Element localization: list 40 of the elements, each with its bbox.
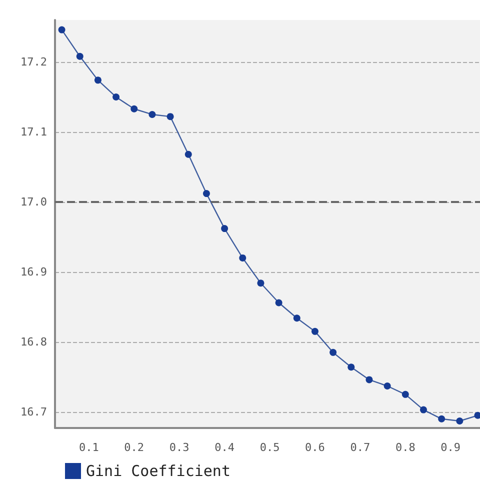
x-tick-label: 0.1 [78, 441, 99, 454]
point [456, 418, 464, 424]
x-tick-label: 0.6 [305, 441, 325, 454]
x-tick-label: 0.2 [124, 441, 144, 454]
x-tick-label: 0.4 [214, 441, 235, 454]
point [202, 190, 210, 198]
point [58, 26, 66, 34]
point [166, 113, 174, 120]
x-tick-label: 0.5 [260, 441, 280, 454]
point [420, 406, 427, 414]
point [348, 364, 355, 371]
point [438, 415, 446, 422]
point [330, 348, 337, 356]
point [275, 299, 282, 306]
point [94, 76, 102, 84]
point [384, 382, 391, 390]
point [311, 328, 318, 335]
y-tick-label: 16.8 [20, 335, 47, 348]
point [112, 93, 120, 100]
y-tick-label: 16.7 [20, 405, 47, 418]
y-tick-label: 16.9 [20, 265, 47, 278]
point [148, 110, 156, 118]
point [130, 105, 138, 112]
point [239, 254, 246, 262]
point [293, 314, 300, 322]
point [257, 280, 264, 287]
point [221, 225, 228, 232]
legend-label: Gini Coefficient [86, 462, 230, 480]
x-tick-label: 0.9 [440, 441, 461, 454]
point [402, 390, 409, 398]
point [474, 412, 480, 419]
point [184, 150, 192, 158]
x-tick-label: 0.8 [395, 441, 416, 454]
x-tick-label: 0.7 [350, 441, 370, 454]
y-tick-label: 17.2 [20, 55, 47, 68]
point [76, 52, 84, 60]
x-tick-label: 0.3 [169, 441, 190, 454]
y-tick-label: 17.0 [20, 195, 47, 208]
point [366, 376, 373, 384]
y-tick-label: 17.1 [20, 125, 47, 138]
